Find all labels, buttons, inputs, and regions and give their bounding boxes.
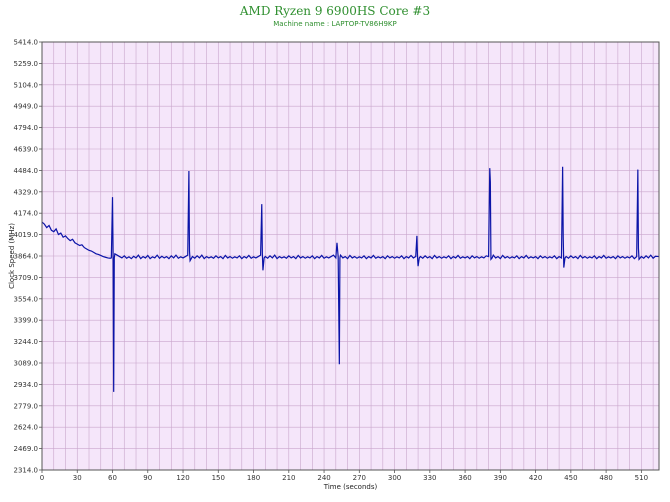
y-tick-label: 5414.0 [14, 39, 39, 47]
y-tick-label: 3554.0 [14, 295, 39, 303]
chart-subtitle: Machine name : LAPTOP-TV86H9KP [273, 20, 397, 28]
y-tick-label: 3709.0 [14, 274, 39, 282]
y-tick-label: 5104.0 [14, 81, 39, 89]
y-tick-label: 4794.0 [14, 124, 39, 132]
y-tick-label: 2779.0 [14, 402, 39, 410]
x-tick-label: 0 [40, 474, 44, 482]
x-axis-label: Time (seconds) [323, 483, 378, 491]
y-tick-label: 2314.0 [14, 467, 39, 475]
x-tick-label: 90 [143, 474, 152, 482]
x-tick-label: 240 [317, 474, 330, 482]
x-tick-label: 30 [73, 474, 82, 482]
x-tick-label: 480 [599, 474, 612, 482]
x-tick-label: 180 [247, 474, 260, 482]
x-tick-label: 390 [494, 474, 507, 482]
y-tick-label: 3244.0 [14, 338, 39, 346]
y-tick-label: 4949.0 [14, 103, 39, 111]
y-tick-label: 5259.0 [14, 60, 39, 68]
x-tick-label: 150 [212, 474, 225, 482]
y-tick-label: 2469.0 [14, 445, 39, 453]
y-axis-label: Clock Speed (MHz) [8, 223, 16, 289]
x-tick-label: 210 [282, 474, 295, 482]
x-tick-label: 300 [388, 474, 401, 482]
y-tick-label: 4484.0 [14, 167, 39, 175]
plot-frame [41, 41, 660, 471]
y-tick-label: 3089.0 [14, 360, 39, 368]
x-tick-label: 60 [108, 474, 117, 482]
y-tick-label: 4639.0 [14, 146, 39, 154]
x-tick-label: 120 [176, 474, 189, 482]
y-tick-label: 4329.0 [14, 188, 39, 196]
y-tick-label: 4174.0 [14, 210, 39, 218]
x-tick-label: 510 [635, 474, 648, 482]
y-tick-label: 2624.0 [14, 424, 39, 432]
x-tick-label: 270 [353, 474, 366, 482]
x-tick-label: 450 [564, 474, 577, 482]
x-tick-label: 420 [529, 474, 542, 482]
chart-title: AMD Ryzen 9 6900HS Core #3 [239, 4, 431, 18]
x-axis-ticks: 0 30 60 90 120 150 180 210 240 270 300 330 360 390 420… [40, 470, 648, 482]
y-tick-label: 3399.0 [14, 317, 39, 325]
x-tick-label: 330 [423, 474, 436, 482]
series-line [41, 166, 660, 392]
x-tick-label: 360 [458, 474, 471, 482]
y-tick-label: 4019.0 [14, 231, 39, 239]
y-tick-label: 2934.0 [14, 381, 39, 389]
y-tick-label: 3864.0 [14, 253, 39, 261]
y-axis-ticks: 2314.0 2469.0 2624.0 2779.0 2934.0 3089.0 3244… [14, 39, 42, 475]
